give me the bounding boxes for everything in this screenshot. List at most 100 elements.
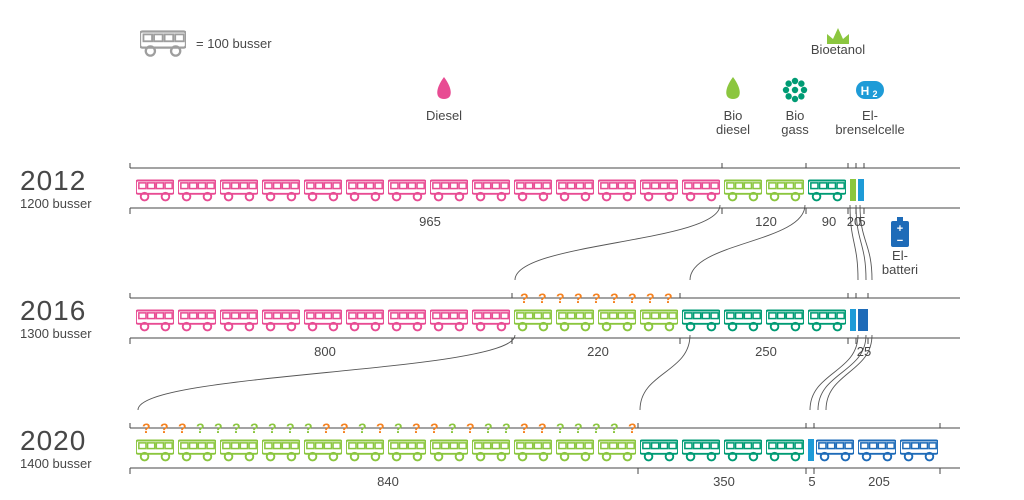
bus-icon xyxy=(724,181,762,201)
value-2012-biodiesel: 120 xyxy=(755,214,777,229)
value-2020-elbatteri: 205 xyxy=(868,474,890,489)
connector xyxy=(690,205,805,280)
question-mark: ? xyxy=(394,420,403,436)
bus-icon xyxy=(640,181,678,201)
question-mark: ? xyxy=(556,290,565,306)
segment-sliver xyxy=(808,439,814,461)
bus-icon xyxy=(304,181,342,201)
bus-icon xyxy=(472,181,510,201)
legend-diesel: Diesel xyxy=(426,108,462,123)
question-mark: ? xyxy=(610,290,619,306)
question-mark: ? xyxy=(430,420,439,436)
svg-text:+: + xyxy=(897,223,903,235)
bus-icon xyxy=(388,311,426,331)
bus-icon xyxy=(430,311,468,331)
question-mark: ? xyxy=(178,420,187,436)
bus-icon xyxy=(598,441,636,461)
bus-icon xyxy=(766,181,804,201)
bus-icon xyxy=(556,311,594,331)
legend-key-text: = 100 busser xyxy=(196,36,272,51)
bus-icon xyxy=(178,181,216,201)
question-mark: ? xyxy=(628,290,637,306)
bus-icon xyxy=(556,181,594,201)
bus-icon xyxy=(808,181,846,201)
bus-icon xyxy=(766,311,804,331)
question-mark: ? xyxy=(664,290,673,306)
bus-icon xyxy=(136,311,174,331)
bus-icon xyxy=(724,311,762,331)
year-2016: 2016 xyxy=(20,295,86,326)
svg-text:2: 2 xyxy=(872,89,877,99)
bus-icon xyxy=(514,181,552,201)
svg-text:H: H xyxy=(861,84,870,98)
bus-icon xyxy=(304,311,342,331)
connector xyxy=(810,335,858,410)
question-mark: ? xyxy=(142,420,151,436)
question-mark: ? xyxy=(232,420,241,436)
bus-icon xyxy=(388,181,426,201)
question-mark: ? xyxy=(610,420,619,436)
question-mark: ? xyxy=(250,420,259,436)
bus-icon xyxy=(472,311,510,331)
svg-text:−: − xyxy=(897,235,903,247)
bus-icon xyxy=(388,441,426,461)
question-mark: ? xyxy=(520,420,529,436)
bus-icon xyxy=(514,441,552,461)
bus-icon xyxy=(514,311,552,331)
question-mark: ? xyxy=(628,420,637,436)
question-mark: ? xyxy=(322,420,331,436)
total-2012: 1200 busser xyxy=(20,196,92,211)
bus-icon xyxy=(262,181,300,201)
question-mark: ? xyxy=(448,420,457,436)
bus-icon xyxy=(304,441,342,461)
question-mark: ? xyxy=(646,290,655,306)
question-mark: ? xyxy=(304,420,313,436)
bus-icon xyxy=(682,441,720,461)
segment-sliver xyxy=(858,179,864,201)
bus-icon xyxy=(136,181,174,201)
bus-infographic: = 100 busserDieselBiodieselBiogassBioeta… xyxy=(0,0,1024,500)
bus-icon xyxy=(900,441,938,461)
bus-icon xyxy=(430,441,468,461)
bus-icon xyxy=(724,441,762,461)
question-mark: ? xyxy=(520,290,529,306)
value-2016-biodiesel: 220 xyxy=(587,344,609,359)
year-2012: 2012 xyxy=(20,165,86,196)
question-mark: ? xyxy=(268,420,277,436)
segment-sliver xyxy=(850,179,856,201)
total-2020: 1400 busser xyxy=(20,456,92,471)
legend-bioetanol: Bioetanol xyxy=(811,42,865,57)
value-2016-elbatteri: 25 xyxy=(857,344,871,359)
bus-icon xyxy=(220,311,258,331)
bus-icon xyxy=(262,441,300,461)
total-2016: 1300 busser xyxy=(20,326,92,341)
question-mark: ? xyxy=(160,420,169,436)
bus-icon xyxy=(808,311,846,331)
legend-hydrogen: El-brenselcelle xyxy=(835,108,904,137)
bus-icon xyxy=(346,441,384,461)
question-mark: ? xyxy=(286,420,295,436)
bus-icon xyxy=(262,311,300,331)
value-2012-diesel: 965 xyxy=(419,214,441,229)
question-mark: ? xyxy=(214,420,223,436)
question-mark: ? xyxy=(412,420,421,436)
legend-elbatteri: El-batteri xyxy=(882,248,918,277)
question-mark: ? xyxy=(484,420,493,436)
question-mark: ? xyxy=(376,420,385,436)
question-mark: ? xyxy=(592,290,601,306)
bus-icon xyxy=(346,311,384,331)
question-mark: ? xyxy=(574,290,583,306)
bus-icon xyxy=(430,181,468,201)
question-mark: ? xyxy=(502,420,511,436)
segment-sliver xyxy=(850,309,856,331)
question-mark: ? xyxy=(556,420,565,436)
question-mark: ? xyxy=(466,420,475,436)
bus-icon xyxy=(220,181,258,201)
value-2020-biodiesel: 840 xyxy=(377,474,399,489)
value-2020-hydrogen: 5 xyxy=(808,474,815,489)
value-2016-biogass: 250 xyxy=(755,344,777,359)
bus-icon xyxy=(682,181,720,201)
value-2012-hydrogen: 5 xyxy=(858,214,865,229)
bus-icon xyxy=(136,441,174,461)
question-mark: ? xyxy=(538,420,547,436)
